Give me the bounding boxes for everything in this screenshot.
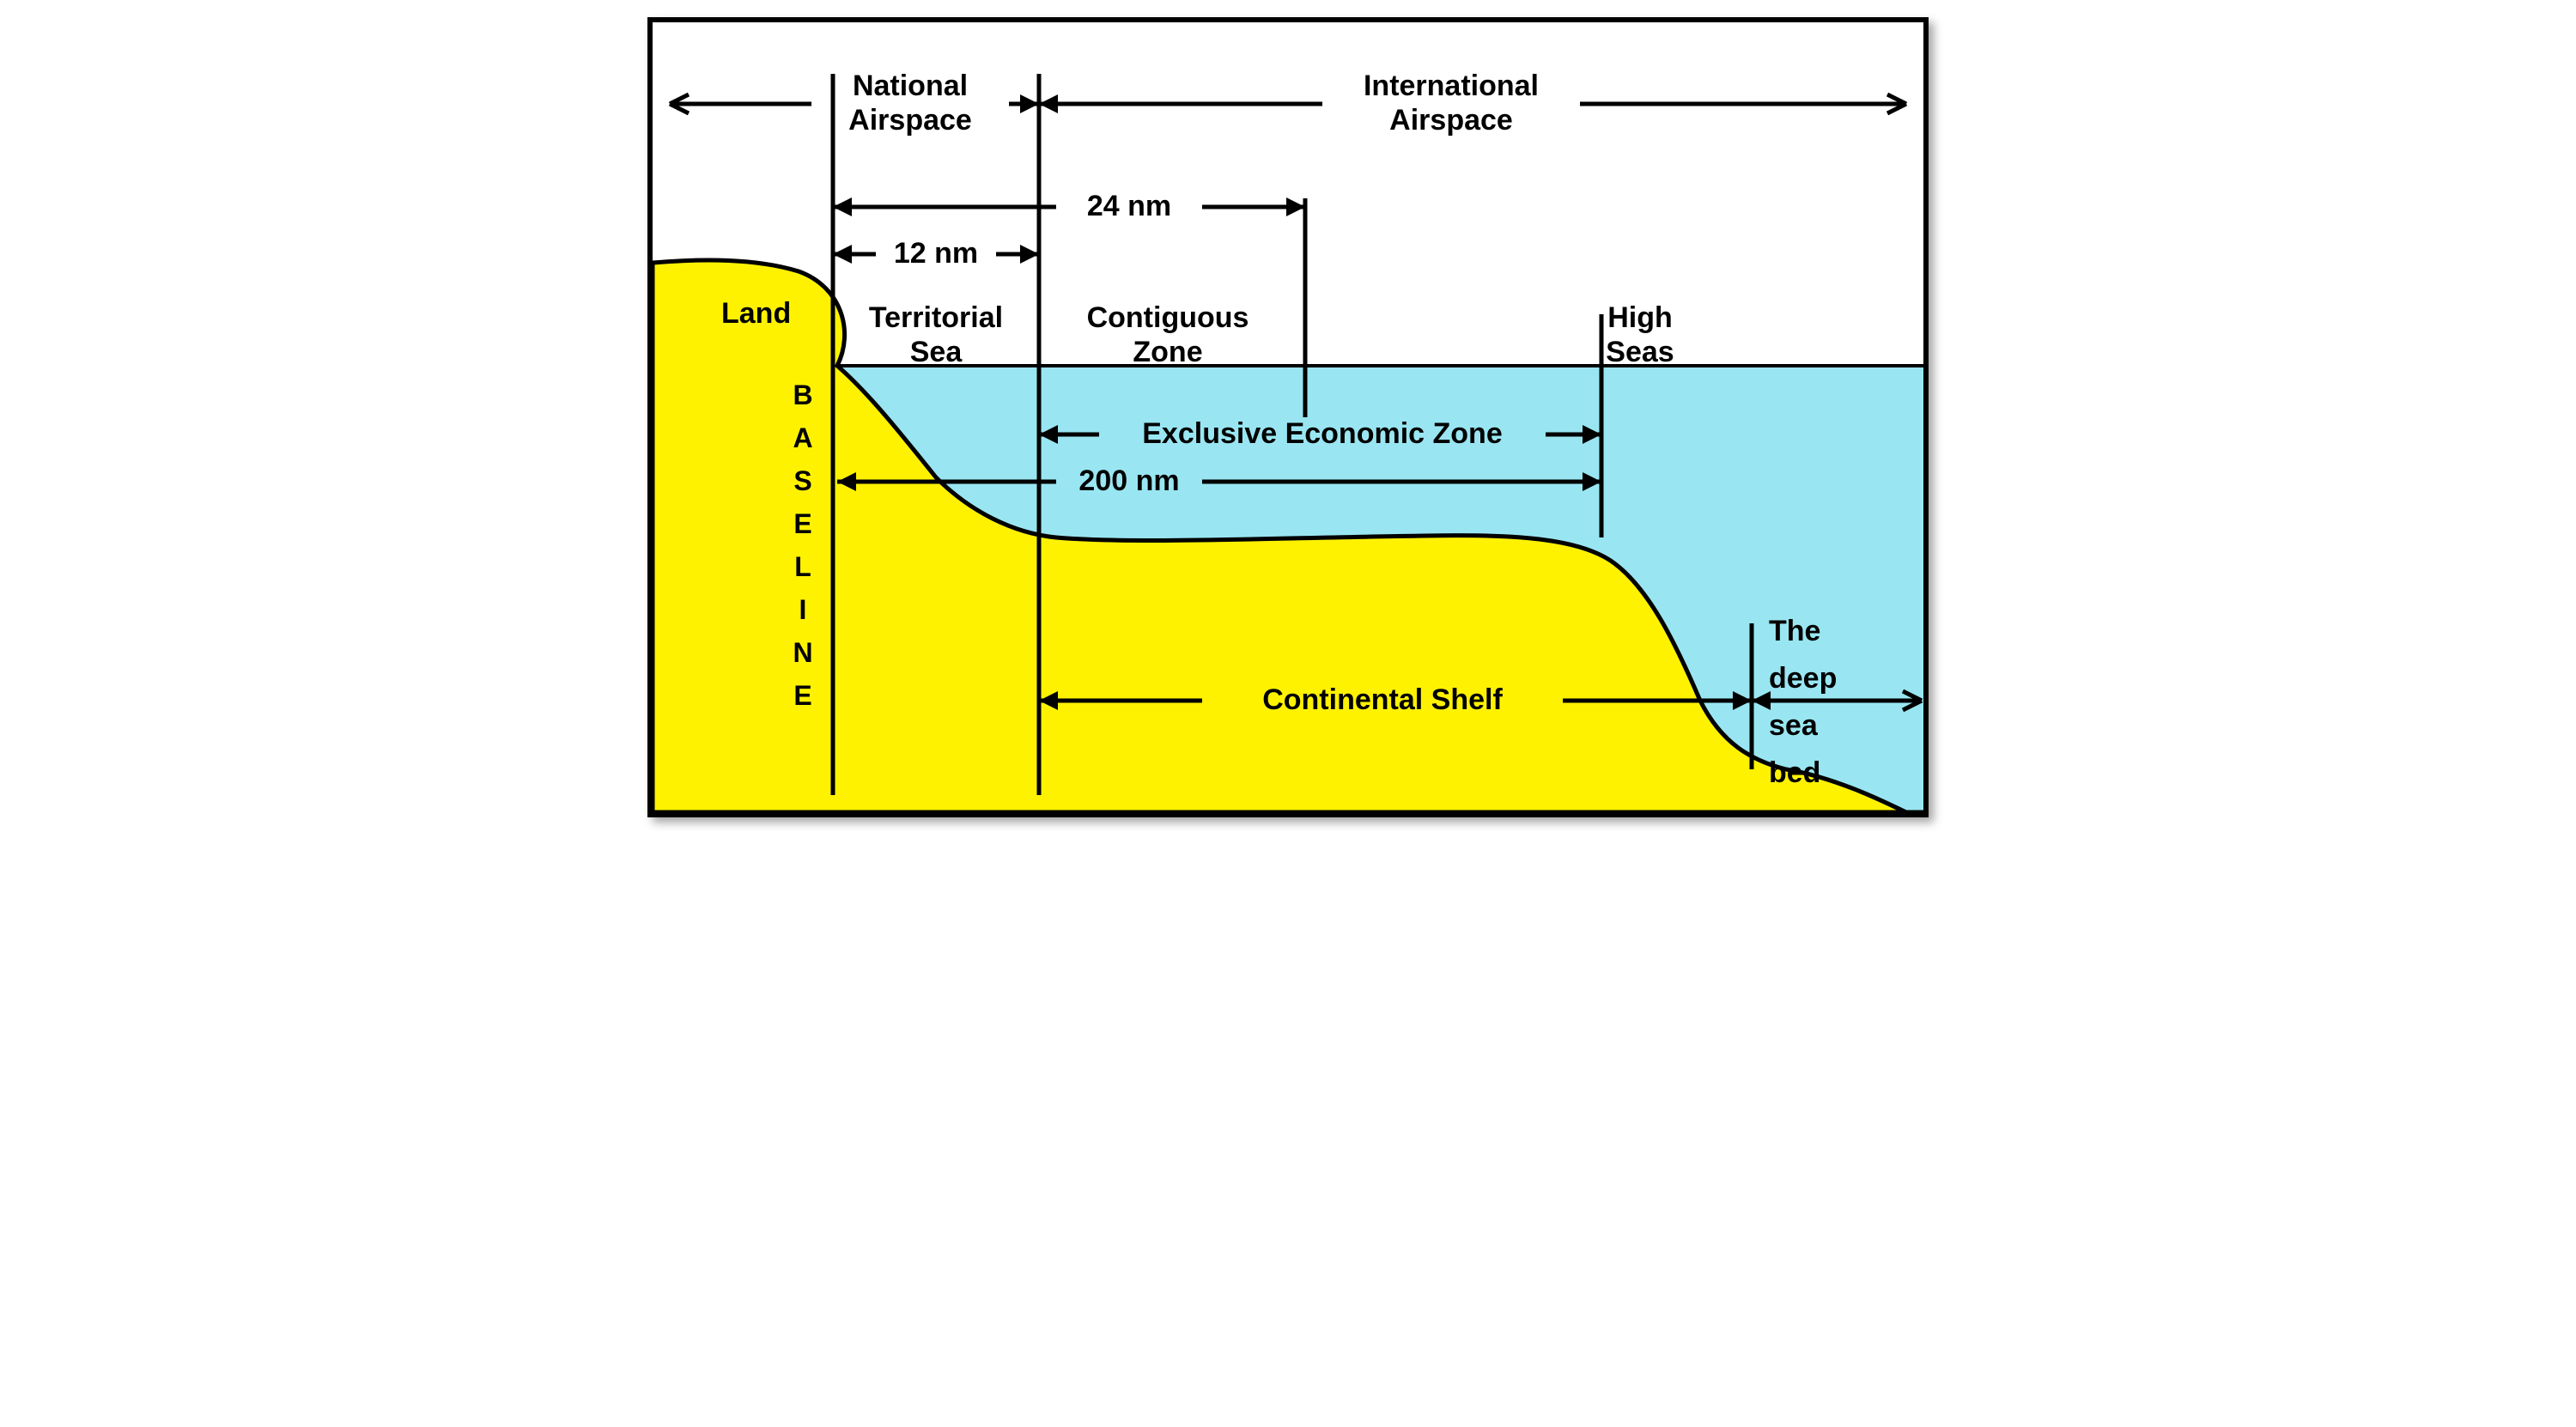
territorial-sea-label: Territorial (869, 301, 1003, 334)
: L (794, 551, 811, 582)
: Zone (1133, 336, 1202, 368)
international-airspace-arrow-label: International (1364, 70, 1539, 102)
nm24-arrow-label: 24 nm (1087, 190, 1171, 222)
: S (793, 465, 811, 496)
maritime-zones-diagram: NationalAirspaceInternationalAirspace24 … (647, 17, 1929, 817)
continental-shelf-arrow-label: Continental Shelf (1262, 683, 1503, 716)
: bed (1769, 756, 1820, 789)
: deep (1769, 662, 1837, 695)
land-label: Land (721, 297, 791, 330)
high-seas-label: High (1607, 301, 1673, 334)
nm200-arrow-label: 200 nm (1078, 465, 1179, 497)
nm12-arrow-label: 12 nm (894, 237, 978, 270)
: Seas (1606, 336, 1674, 368)
deep-sea-bed-label: The (1769, 615, 1820, 647)
: N (793, 637, 812, 668)
: E (793, 508, 811, 539)
national-airspace-arrow-label: National (853, 70, 968, 102)
: Airspace (848, 104, 972, 137)
: I (799, 594, 807, 625)
contiguous-zone-label: Contiguous (1087, 301, 1249, 334)
eez-arrow-label: Exclusive Economic Zone (1142, 417, 1502, 450)
: Airspace (1389, 104, 1513, 137)
baseline-label: B (793, 380, 812, 410)
: A (793, 422, 812, 453)
: E (793, 680, 811, 711)
: sea (1769, 709, 1819, 742)
: Sea (910, 336, 963, 368)
